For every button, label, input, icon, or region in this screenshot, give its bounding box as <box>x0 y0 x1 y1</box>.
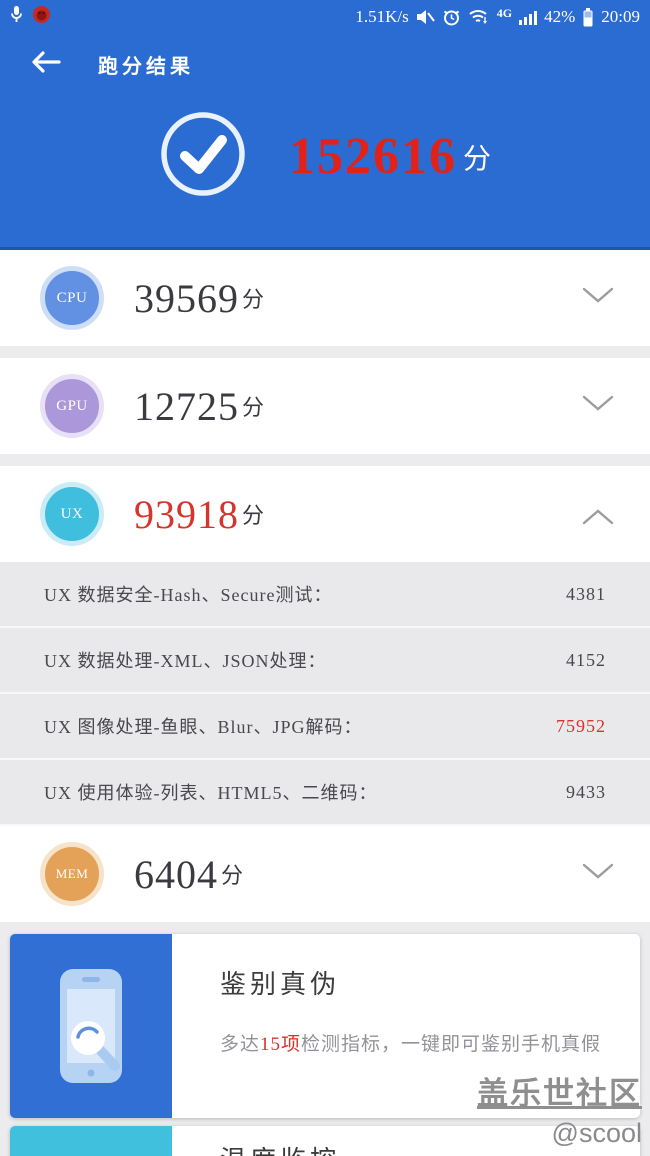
desc-highlight: 15项 <box>260 1034 302 1055</box>
status-bar: 1.51K/s 4G 42% 20:09 <box>0 0 650 32</box>
ux-subscore-list: UX 数据安全-Hash、Secure测试： 4381 UX 数据处理-XML、… <box>0 562 650 826</box>
row-gap <box>0 346 650 358</box>
promo-title: 鉴别真伪 <box>220 970 341 999</box>
wifi-icon <box>468 8 490 26</box>
chevron-down-icon[interactable] <box>582 395 614 417</box>
ux-score: 93918 <box>134 491 239 537</box>
ux-subitem-value: 4381 <box>566 583 606 604</box>
battery-icon <box>582 7 594 27</box>
app-bar: 跑分结果 <box>0 32 650 96</box>
promo-card-verify[interactable]: 鉴别真伪 多达15项检测指标，一键即可鉴别手机真假 <box>10 934 640 1118</box>
status-left-icons <box>10 5 51 29</box>
ux-subitem-label: UX 数据处理-XML、JSON处理： <box>44 651 327 671</box>
status-right-cluster: 1.51K/s 4G 42% 20:09 <box>355 5 640 27</box>
chevron-down-icon[interactable] <box>582 863 614 885</box>
thermometer-icon <box>10 1126 172 1156</box>
list-item: UX 数据安全-Hash、Secure测试： 4381 <box>0 562 650 628</box>
list-item: UX 数据处理-XML、JSON处理： 4152 <box>0 628 650 694</box>
gpu-score-unit: 分 <box>242 395 265 420</box>
category-row-cpu[interactable]: CPU 39569 分 <box>0 250 650 346</box>
ux-subitem-label: UX 图像处理-鱼眼、Blur、JPG解码： <box>44 717 363 737</box>
category-row-mem[interactable]: MEM 6404 分 <box>0 826 650 922</box>
time-text: 20:09 <box>601 7 640 26</box>
promo-description: 多达15项检测指标，一键即可鉴别手机真假 <box>220 1029 624 1056</box>
ux-score-unit: 分 <box>242 503 265 528</box>
ux-subitem-value: 4152 <box>566 649 606 670</box>
promo-title: 温度监控 <box>220 1140 624 1156</box>
battery-percent-text: 42% <box>544 7 576 26</box>
net-speed-text: 1.51K/s <box>355 7 409 26</box>
desc-prefix: 多达 <box>220 1034 261 1055</box>
total-score-value: 152616 <box>288 128 457 185</box>
promo-body: 鉴别真伪 多达15项检测指标，一键即可鉴别手机真假 <box>172 934 640 1118</box>
row-gap <box>0 454 650 466</box>
mute-icon <box>416 9 435 25</box>
promo-card-temperature[interactable]: 温度监控 <box>10 1126 640 1156</box>
notification-app-icon <box>32 5 51 29</box>
total-score-unit: 分 <box>462 143 491 175</box>
ux-subitem-value: 75952 <box>556 715 606 736</box>
desc-suffix: 检测指标，一键即可鉴别手机真假 <box>301 1034 602 1055</box>
ux-subitem-label: UX 使用体验-列表、HTML5、二维码： <box>44 783 378 803</box>
gpu-badge: GPU <box>40 374 104 438</box>
network-type-text: 4G <box>496 5 513 20</box>
chevron-down-icon[interactable] <box>582 287 614 309</box>
hero-section: 1.51K/s 4G 42% 20:09 <box>0 0 650 250</box>
list-item: UX 使用体验-列表、HTML5、二维码： 9433 <box>0 760 650 826</box>
mem-score: 6404 <box>134 851 218 897</box>
ux-subitem-value: 9433 <box>566 781 606 802</box>
ux-badge: UX <box>40 482 104 546</box>
cpu-badge: CPU <box>40 266 104 330</box>
list-item: UX 图像处理-鱼眼、Blur、JPG解码： 75952 <box>0 694 650 760</box>
mem-score-unit: 分 <box>221 863 244 888</box>
mem-badge: MEM <box>40 842 104 906</box>
chevron-up-icon[interactable] <box>582 503 614 525</box>
signal-icon <box>519 9 538 25</box>
mic-icon <box>10 5 23 29</box>
page-title: 跑分结果 <box>98 55 194 78</box>
promo-body: 温度监控 <box>172 1126 640 1156</box>
category-row-gpu[interactable]: GPU 12725 分 <box>0 358 650 454</box>
check-circle-icon <box>159 110 247 203</box>
total-score-row: 152616 分 <box>0 110 650 203</box>
back-button[interactable] <box>30 49 62 80</box>
cpu-score: 39569 <box>134 275 239 321</box>
gpu-score: 12725 <box>134 383 239 429</box>
category-row-ux[interactable]: UX 93918 分 <box>0 466 650 562</box>
phone-magnifier-icon <box>10 934 172 1118</box>
ux-subitem-label: UX 数据安全-Hash、Secure测试： <box>44 585 333 605</box>
alarm-icon <box>442 8 461 27</box>
cpu-score-unit: 分 <box>242 287 265 312</box>
